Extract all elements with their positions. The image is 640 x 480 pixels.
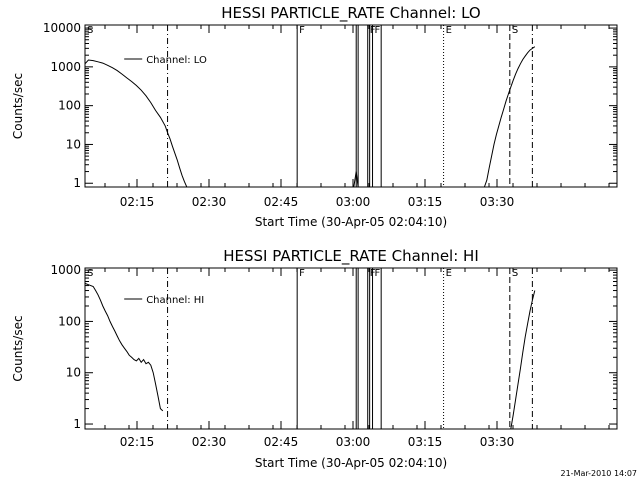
y-axis-label: Counts/sec <box>11 73 25 139</box>
event-marker-label: E <box>446 268 452 279</box>
y-tick-label: 1000 <box>50 263 81 277</box>
x-tick-label: 02:15 <box>120 435 155 449</box>
event-marker-label: E <box>446 25 452 36</box>
x-tick-label: 03:00 <box>336 195 371 209</box>
footer-timestamp: 21-Mar-2010 14:07 <box>561 469 638 478</box>
x-tick-label: 02:45 <box>264 435 299 449</box>
y-tick-label: 1 <box>73 176 81 190</box>
y-tick-label: 10000 <box>43 21 81 35</box>
x-tick-label: 03:00 <box>336 435 371 449</box>
event-marker-label: F <box>375 268 381 279</box>
plot-frame <box>84 267 618 430</box>
chart-title: HESSI PARTICLE_RATE Channel: HI <box>223 247 479 266</box>
event-marker-label: S <box>87 268 93 279</box>
chart-panel-lo: HESSI PARTICLE_RATE Channel: LO Counts/se… <box>11 4 618 229</box>
y-tick-label: 100 <box>58 99 81 113</box>
x-tick-label: 02:45 <box>264 195 299 209</box>
chart-panel-hi: HESSI PARTICLE_RATE Channel: HI Counts/se… <box>11 247 618 470</box>
y-tick-label: 100 <box>58 314 81 328</box>
series-line-0 <box>84 59 190 188</box>
x-axis-label: Start Time (30-Apr-05 02:04:10) <box>255 456 447 470</box>
x-tick-label: 02:30 <box>192 435 227 449</box>
series-line-1 <box>510 290 536 430</box>
x-tick-label: 03:30 <box>480 195 515 209</box>
y-axis-label: Counts/sec <box>11 315 25 381</box>
x-tick-label: 03:15 <box>408 195 443 209</box>
event-marker-label: S <box>87 25 93 36</box>
y-tick-label: 1000 <box>50 60 81 74</box>
y-tick-label: 10 <box>66 137 81 151</box>
event-marker-label: F <box>375 25 381 36</box>
y-tick-label: 1 <box>73 417 81 431</box>
y-tick-label: 10 <box>66 366 81 380</box>
event-marker-label: F <box>299 268 305 279</box>
event-marker-label: S <box>512 268 518 279</box>
x-tick-label: 03:15 <box>408 435 443 449</box>
chart-title: HESSI PARTICLE_RATE Channel: LO <box>221 4 480 23</box>
x-tick-label: 02:30 <box>192 195 227 209</box>
event-marker-label: S <box>512 25 518 36</box>
x-tick-label: 03:30 <box>480 435 515 449</box>
legend-label: Channel: HI <box>146 295 204 306</box>
plot-frame <box>84 24 618 188</box>
event-marker-label: F <box>299 25 305 36</box>
series-line-1 <box>353 171 359 188</box>
legend-label: Channel: LO <box>146 55 207 66</box>
x-tick-label: 02:15 <box>120 195 155 209</box>
x-axis-label: Start Time (30-Apr-05 02:04:10) <box>255 215 447 229</box>
series-line-0 <box>84 282 164 412</box>
series-line-2 <box>483 46 536 188</box>
